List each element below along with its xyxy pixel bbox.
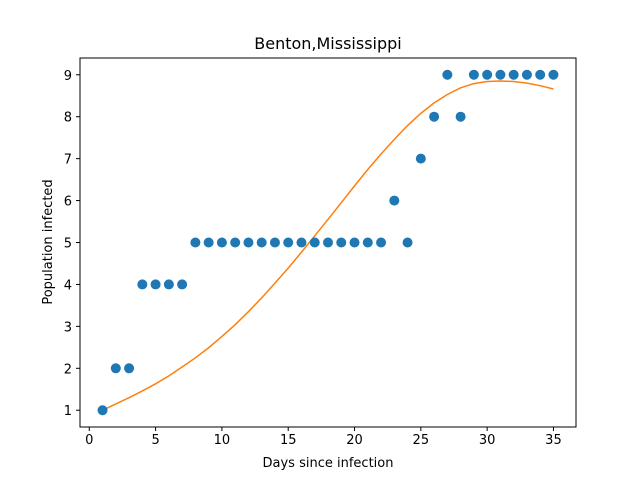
data-point <box>429 111 440 122</box>
data-point <box>243 237 254 248</box>
data-point <box>137 279 148 290</box>
data-point <box>535 69 546 80</box>
fit-line <box>102 80 554 411</box>
x-tick-label: 30 <box>479 433 496 448</box>
x-tick-label: 0 <box>85 433 93 448</box>
data-point <box>150 279 161 290</box>
data-point <box>230 237 241 248</box>
data-point <box>482 69 493 80</box>
x-tick-label: 25 <box>413 433 430 448</box>
x-tick-label: 5 <box>151 433 159 448</box>
data-point <box>389 195 400 206</box>
y-tick-label: 2 <box>64 362 72 377</box>
x-axis-label: Days since infection <box>263 456 394 471</box>
data-point <box>110 363 121 374</box>
x-tick-label: 35 <box>545 433 562 448</box>
data-point <box>283 237 294 248</box>
data-point <box>124 363 135 374</box>
y-tick-label: 9 <box>64 69 72 84</box>
x-tick-label: 10 <box>214 433 231 448</box>
y-tick-label: 3 <box>64 320 72 335</box>
data-point <box>521 69 532 80</box>
y-tick-label: 5 <box>64 237 72 252</box>
chart-title: Benton,Mississippi <box>254 34 402 53</box>
x-tick-label: 15 <box>280 433 297 448</box>
data-point <box>508 69 519 80</box>
data-point <box>97 405 108 416</box>
y-tick-label: 6 <box>64 195 72 210</box>
data-point <box>269 237 280 248</box>
plot-area: 0 5 10 15 20 25 30 35 1 2 3 4 5 6 7 8 9 <box>64 57 577 448</box>
data-point <box>495 69 506 80</box>
data-point <box>468 69 479 80</box>
data-point <box>296 237 307 248</box>
data-point <box>323 237 333 248</box>
data-point <box>402 237 413 248</box>
data-point <box>455 111 466 122</box>
data-point <box>442 69 453 80</box>
data-point <box>309 237 320 248</box>
x-tick-label: 20 <box>346 433 363 448</box>
data-point <box>256 237 267 248</box>
y-axis-label: Population infected <box>41 179 56 304</box>
data-point <box>216 237 227 248</box>
data-point <box>548 69 559 80</box>
data-point <box>190 237 201 248</box>
data-point <box>203 237 214 248</box>
data-point <box>177 279 188 290</box>
y-tick-label: 4 <box>64 278 72 293</box>
data-point <box>376 237 387 248</box>
data-point <box>415 153 426 164</box>
y-tick-label: 8 <box>64 111 72 126</box>
y-tick-label: 1 <box>64 404 72 419</box>
data-point <box>349 237 360 248</box>
data-point <box>336 237 347 248</box>
data-point <box>163 279 174 290</box>
data-point <box>362 237 373 248</box>
y-tick-label: 7 <box>64 153 72 168</box>
